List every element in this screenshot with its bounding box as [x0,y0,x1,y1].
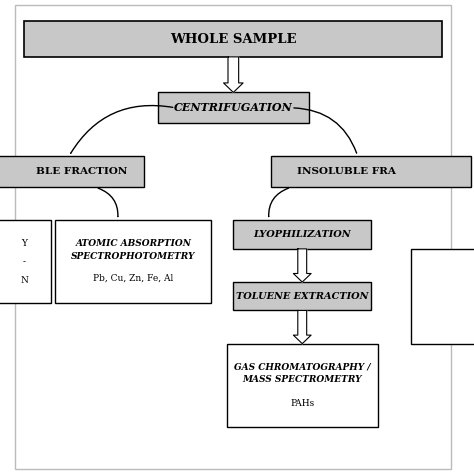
Polygon shape [293,310,311,344]
FancyArrowPatch shape [98,188,118,217]
Text: MASS SPECTROMETRY: MASS SPECTROMETRY [243,375,362,384]
Text: WHOLE SAMPLE: WHOLE SAMPLE [170,33,297,46]
Bar [0,156,145,187]
Text: -: - [23,257,26,266]
Text: Y: Y [21,239,27,248]
Polygon shape [224,57,243,92]
Text: LYOPHILIZATION: LYOPHILIZATION [254,230,351,239]
Bar [55,220,211,303]
Bar [158,92,309,123]
Bar [233,282,371,310]
Text: BLE FRACTION: BLE FRACTION [36,167,128,176]
Text: CENTRIFUGATION: CENTRIFUGATION [174,102,293,113]
Polygon shape [293,249,311,282]
FancyArrowPatch shape [269,188,289,217]
Text: N: N [20,276,28,284]
Bar [24,21,442,57]
Bar [0,220,51,303]
Text: SPECTROPHOTOMETRY: SPECTROPHOTOMETRY [71,253,195,261]
Text: INSOLUBLE FRA: INSOLUBLE FRA [297,167,396,176]
Text: Pb, Cu, Zn, Fe, Al: Pb, Cu, Zn, Fe, Al [93,274,173,283]
FancyArrowPatch shape [294,108,356,153]
Bar [233,220,371,249]
Bar [271,156,471,187]
Text: PAHs: PAHs [290,399,314,408]
Bar [411,249,474,344]
FancyArrowPatch shape [71,106,173,153]
Text: ATOMIC ABSORPTION: ATOMIC ABSORPTION [75,239,191,248]
Text: GAS CHROMATOGRAPHY /: GAS CHROMATOGRAPHY / [234,363,371,371]
Text: TOLUENE EXTRACTION: TOLUENE EXTRACTION [236,292,368,301]
Bar [227,344,378,427]
